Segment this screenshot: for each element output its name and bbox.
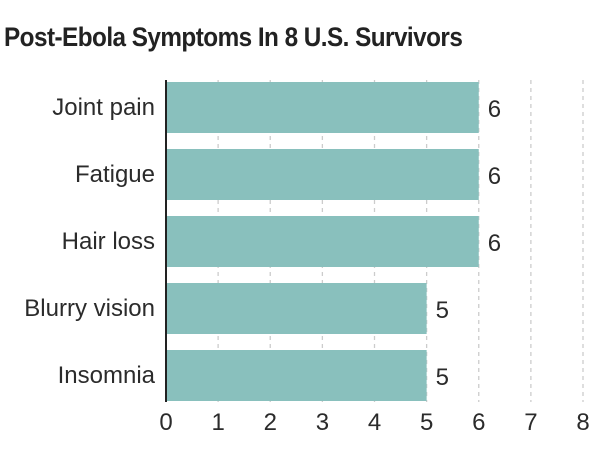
value-labels: 6 6 6 5 5 xyxy=(436,96,501,391)
value-label-insomnia: 5 xyxy=(436,364,449,391)
x-tick-label-7: 7 xyxy=(524,409,537,436)
bar-blurry-vision xyxy=(166,283,427,334)
value-label-hair-loss: 6 xyxy=(488,230,501,257)
x-tick-labels: 0 1 2 3 4 5 6 7 8 xyxy=(159,409,589,436)
value-label-joint-pain: 6 xyxy=(488,96,501,123)
category-label-joint-pain: Joint pain xyxy=(52,94,155,121)
category-label-fatigue: Fatigue xyxy=(75,161,155,188)
x-tick-label-2: 2 xyxy=(264,409,277,436)
x-tick-label-4: 4 xyxy=(368,409,381,436)
value-label-fatigue: 6 xyxy=(488,163,501,190)
chart-title: Post-Ebola Symptoms In 8 U.S. Survivors xyxy=(4,22,463,52)
bar-insomnia xyxy=(166,350,427,401)
x-tick-label-1: 1 xyxy=(211,409,224,436)
x-tick-label-6: 6 xyxy=(472,409,485,436)
category-label-blurry-vision: Blurry vision xyxy=(24,295,155,322)
bar-fatigue xyxy=(166,149,479,200)
bar-joint-pain xyxy=(166,82,479,133)
x-tick-label-8: 8 xyxy=(576,409,589,436)
category-label-insomnia: Insomnia xyxy=(58,362,156,389)
category-labels: Joint pain Fatigue Hair loss Blurry vision I… xyxy=(24,94,155,389)
bar-hair-loss xyxy=(166,216,479,267)
x-tick-label-0: 0 xyxy=(159,409,172,436)
x-tick-label-5: 5 xyxy=(420,409,433,436)
x-tick-label-3: 3 xyxy=(316,409,329,436)
bars xyxy=(166,82,479,401)
value-label-blurry-vision: 5 xyxy=(436,297,449,324)
category-label-hair-loss: Hair loss xyxy=(62,228,155,255)
